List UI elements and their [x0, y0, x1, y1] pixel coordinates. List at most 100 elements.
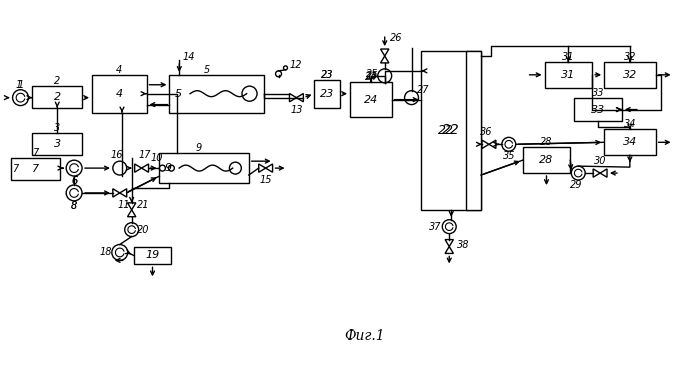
Text: 38: 38	[457, 239, 470, 250]
Bar	[421, 51, 481, 210]
Circle shape	[442, 220, 456, 234]
Text: 28: 28	[540, 137, 553, 147]
Text: 28: 28	[540, 155, 554, 165]
Text: 36: 36	[480, 127, 492, 137]
Circle shape	[242, 86, 257, 101]
Text: 34: 34	[623, 137, 637, 147]
Text: 34: 34	[624, 119, 636, 130]
Text: 3: 3	[54, 139, 61, 149]
Bar	[523, 147, 570, 173]
Text: 35: 35	[503, 151, 515, 161]
Text: 33: 33	[591, 104, 605, 115]
Text: 9: 9	[196, 143, 202, 153]
Bar	[545, 62, 592, 88]
Bar	[10, 158, 60, 180]
Text: 1: 1	[15, 80, 22, 90]
Circle shape	[66, 185, 82, 201]
Text: 13: 13	[290, 104, 303, 115]
Text: 1: 1	[17, 80, 24, 90]
Text: 5: 5	[175, 89, 182, 99]
Bar	[575, 98, 622, 122]
Text: 8: 8	[71, 201, 77, 211]
Text: 23: 23	[321, 70, 333, 80]
Polygon shape	[489, 140, 496, 149]
Text: 7: 7	[32, 148, 38, 158]
Bar	[32, 133, 82, 155]
Polygon shape	[380, 49, 389, 56]
Text: 12: 12	[289, 60, 302, 70]
Bar	[315, 80, 340, 108]
Polygon shape	[127, 203, 136, 210]
Polygon shape	[296, 93, 303, 102]
Text: 22: 22	[438, 124, 454, 137]
Polygon shape	[142, 164, 149, 172]
Text: 8: 8	[71, 201, 77, 211]
Text: 23: 23	[320, 89, 334, 99]
Text: 9: 9	[165, 163, 172, 173]
Circle shape	[112, 245, 128, 260]
Bar	[92, 75, 147, 112]
Circle shape	[405, 91, 419, 105]
Text: 15: 15	[259, 175, 272, 185]
Circle shape	[159, 165, 166, 171]
Text: 19: 19	[145, 250, 159, 261]
Text: 18: 18	[100, 247, 112, 257]
Text: 23: 23	[321, 70, 333, 80]
Text: 37: 37	[429, 222, 442, 232]
Text: 20: 20	[137, 224, 150, 235]
Text: 31: 31	[561, 70, 575, 80]
Polygon shape	[266, 164, 273, 172]
Polygon shape	[600, 169, 607, 177]
Bar	[134, 246, 171, 264]
Circle shape	[124, 223, 138, 237]
Text: 29: 29	[570, 180, 582, 190]
Circle shape	[13, 90, 29, 105]
Polygon shape	[380, 56, 389, 63]
Polygon shape	[127, 210, 136, 217]
Text: 17: 17	[138, 150, 151, 160]
Circle shape	[377, 69, 391, 83]
Text: 32: 32	[623, 70, 637, 80]
Circle shape	[284, 66, 287, 70]
Polygon shape	[135, 164, 142, 172]
Text: 11: 11	[117, 200, 130, 210]
Text: 14: 14	[183, 52, 196, 62]
Circle shape	[168, 165, 174, 171]
Text: 10: 10	[150, 153, 163, 163]
Polygon shape	[445, 239, 454, 246]
Circle shape	[502, 137, 516, 151]
Text: 7: 7	[13, 164, 19, 174]
Bar	[604, 130, 656, 155]
Circle shape	[571, 166, 585, 180]
Polygon shape	[289, 93, 296, 102]
Circle shape	[113, 161, 127, 175]
Circle shape	[66, 160, 82, 176]
Text: 4: 4	[116, 65, 122, 75]
Bar	[350, 82, 391, 118]
Text: 6: 6	[71, 176, 77, 186]
Text: 25: 25	[366, 69, 378, 79]
Circle shape	[275, 71, 282, 77]
Polygon shape	[482, 140, 489, 149]
Text: 3: 3	[54, 123, 60, 134]
Text: 27: 27	[417, 85, 430, 95]
Text: 2: 2	[54, 76, 60, 86]
Text: 32: 32	[624, 52, 636, 62]
Text: 7: 7	[32, 164, 39, 174]
Text: 24: 24	[365, 72, 377, 82]
Circle shape	[229, 162, 241, 174]
Text: 30: 30	[594, 156, 606, 166]
Text: 31: 31	[562, 52, 575, 62]
Text: 33: 33	[592, 88, 605, 98]
Bar	[466, 51, 481, 210]
Polygon shape	[259, 164, 266, 172]
Bar	[159, 153, 249, 183]
Text: 16: 16	[110, 150, 123, 160]
Polygon shape	[445, 246, 454, 253]
Text: 4: 4	[116, 89, 123, 99]
Polygon shape	[113, 189, 120, 197]
Text: 6: 6	[71, 176, 77, 186]
Text: 5: 5	[203, 65, 210, 75]
Bar	[604, 62, 656, 88]
Text: 2: 2	[54, 92, 61, 102]
